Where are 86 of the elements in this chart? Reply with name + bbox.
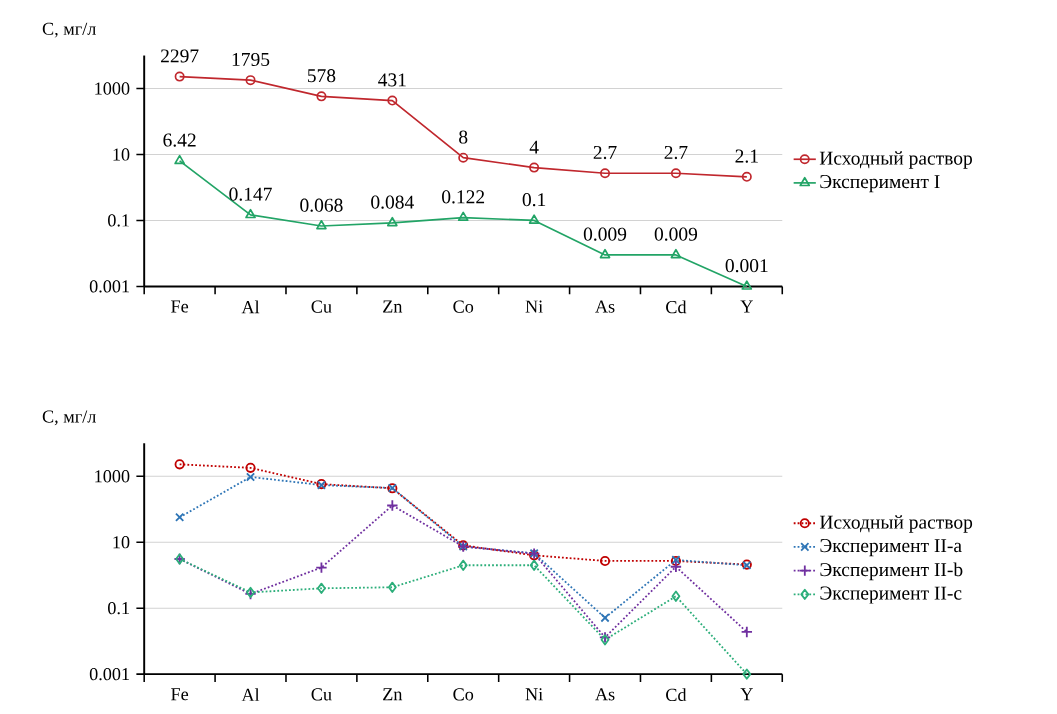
y-tick-label: 0.001 [89, 280, 129, 293]
x-tick-label: Al [241, 300, 260, 314]
point [599, 555, 611, 566]
point [245, 472, 256, 482]
y-tick-label: 1000 [95, 82, 130, 95]
point [671, 590, 681, 602]
y-tick-label: 0.1 [108, 214, 129, 227]
data-label: 578 [307, 69, 336, 83]
point [387, 95, 398, 106]
point [741, 280, 753, 290]
point [175, 512, 185, 522]
point [670, 248, 682, 259]
x-tick-label: As [595, 688, 615, 701]
x-tick-label: Ni [525, 300, 543, 313]
point [245, 462, 256, 473]
point [529, 559, 539, 571]
point [458, 152, 469, 163]
data-label: 0.068 [300, 198, 343, 212]
legend-label: Эксперимент II-a [820, 539, 962, 557]
y-axis-title: С, мг/л [42, 410, 96, 426]
point [669, 560, 683, 573]
data-label: 8 [459, 130, 468, 144]
data-label: 0.122 [442, 190, 485, 204]
data-label: 1795 [232, 52, 270, 66]
point [316, 219, 327, 230]
point [600, 168, 611, 179]
point [740, 625, 753, 639]
x-tick-label: Cu [311, 300, 332, 313]
x-tick-label: Y [740, 300, 753, 313]
legend-label: Исходный раствор [819, 151, 972, 169]
point [315, 561, 328, 574]
data-label: 0.1 [522, 193, 546, 207]
data-label: 2297 [161, 49, 199, 63]
y-tick-label: 0.1 [108, 601, 129, 615]
legend-label: Эксперимент II-c [820, 586, 962, 604]
data-label: 6.42 [163, 133, 196, 147]
x-tick-label: Cd [666, 688, 687, 702]
y-tick-label: 1000 [95, 470, 130, 483]
point [386, 499, 399, 512]
x-tick-label: Zn [383, 300, 403, 313]
data-label: 4 [529, 140, 539, 154]
point [600, 613, 610, 623]
data-label: 0.001 [725, 259, 768, 273]
data-label: 2.1 [735, 149, 758, 163]
x-tick-label: Cd [666, 300, 687, 314]
data-label: 0.084 [371, 195, 414, 209]
data-label: 0.009 [583, 227, 627, 241]
point [457, 211, 469, 222]
x-tick-label: Fe [171, 300, 189, 313]
data-label: 0.147 [229, 187, 272, 201]
point [528, 214, 540, 224]
legend-label: Эксперимент I [820, 175, 940, 193]
x-tick-label: Co [453, 300, 474, 313]
point [387, 581, 397, 593]
point [317, 582, 326, 594]
y-tick-label: 0.001 [89, 667, 129, 681]
point [245, 208, 256, 219]
data-label: 2.7 [593, 145, 617, 160]
point [174, 154, 185, 165]
x-tick-label: Y [740, 688, 753, 701]
legend-label: Исходный раствор [819, 515, 973, 533]
x-tick-label: Al [241, 688, 260, 701]
point [741, 171, 752, 182]
x-tick-label: Ni [525, 688, 543, 701]
legend-label: Эксперимент II-b [820, 562, 963, 581]
point [316, 91, 327, 102]
y-axis-title: С, мг/л [42, 22, 96, 38]
x-tick-label: Cu [311, 688, 332, 701]
point [174, 459, 185, 470]
x-tick-label: Zn [383, 688, 403, 701]
data-label: 0.009 [654, 227, 698, 241]
data-label: 431 [378, 73, 406, 87]
point [529, 162, 540, 173]
x-tick-label: As [595, 300, 615, 313]
point [174, 71, 185, 82]
point [599, 248, 611, 259]
y-tick-label: 10 [113, 536, 130, 549]
data-label: 2.7 [664, 145, 688, 160]
point [386, 216, 398, 227]
x-tick-label: Fe [171, 688, 189, 701]
point [245, 75, 256, 86]
y-tick-label: 10 [113, 148, 130, 161]
point [670, 168, 681, 179]
point [742, 668, 752, 680]
point [458, 559, 468, 571]
x-tick-label: Co [453, 688, 474, 701]
